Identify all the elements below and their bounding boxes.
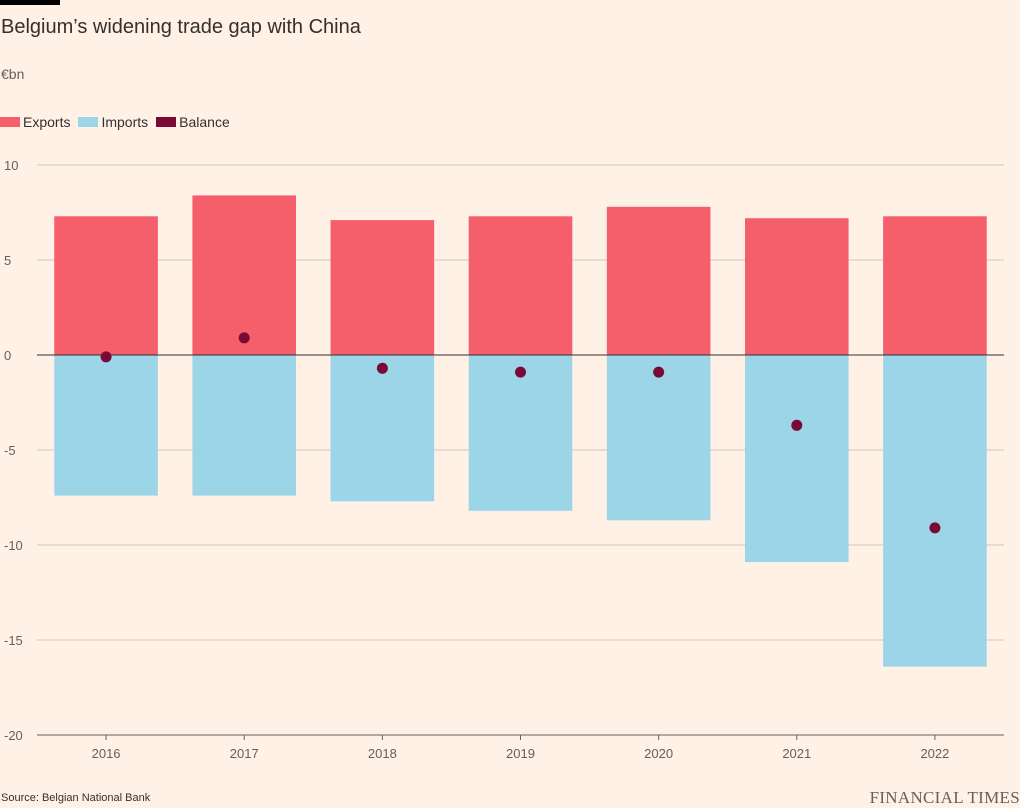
bar-exports [330,220,435,355]
legend-item-imports: Imports [78,114,148,130]
legend-item-balance: Balance [156,114,230,130]
legend-swatch-balance [156,117,177,127]
balance-point [100,351,112,363]
bar-imports [883,355,987,667]
y-tick-label: 10 [4,158,18,173]
x-tick-label: 2016 [92,746,121,761]
x-tick-label: 2018 [368,746,397,761]
bar-imports [468,355,573,511]
x-tick-label: 2019 [506,746,535,761]
bar-imports [744,355,849,563]
bar-imports [54,355,158,496]
y-tick-label: -15 [4,633,23,648]
bar-exports [883,216,987,355]
y-tick-label: -20 [4,728,23,743]
legend-item-exports: Exports [0,114,70,130]
balance-point [515,366,526,378]
balance-point [238,332,250,344]
legend: Exports Imports Balance [0,114,238,130]
x-tick-label: 2017 [230,746,259,761]
balance-point [791,419,803,431]
bar-exports [606,206,711,355]
bar-exports [54,216,158,355]
y-tick-label: -5 [4,443,16,458]
legend-label-exports: Exports [23,114,71,130]
legend-swatch-exports [0,117,20,127]
bar-exports [744,218,849,355]
chart-title: Belgium’s widening trade gap with China [1,16,361,38]
brand-top-bar [0,0,60,5]
legend-label-imports: Imports [101,114,149,130]
balance-point [376,362,388,374]
balance-point [929,522,941,534]
x-tick-label: 2020 [644,746,673,761]
y-tick-label: 0 [4,348,11,363]
bar-imports [606,355,711,521]
balance-point [653,366,665,378]
bar-imports [192,355,297,496]
legend-swatch-imports [78,117,99,127]
y-tick-label: -10 [4,538,23,553]
x-tick-label: 2022 [920,746,949,761]
source-note: Source: Belgian National Bank [1,792,151,804]
x-tick-label: 2021 [782,746,811,761]
y-tick-label: 5 [4,253,11,268]
publisher-wordmark: FINANCIAL TIMES [869,788,1020,807]
unit-label: €bn [1,66,25,82]
legend-label-balance: Balance [179,114,230,130]
bar-exports [192,195,297,355]
bar-exports [468,216,573,355]
bar-imports [330,355,435,502]
